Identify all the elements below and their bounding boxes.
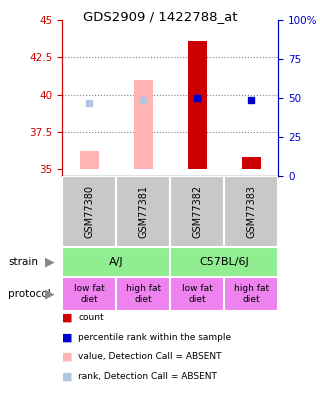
Text: GDS2909 / 1422788_at: GDS2909 / 1422788_at	[83, 10, 237, 23]
Text: GSM77383: GSM77383	[246, 185, 256, 238]
Bar	[188, 41, 207, 169]
Text: ■: ■	[62, 371, 73, 381]
Text: GSM77381: GSM77381	[139, 185, 148, 238]
Text: percentile rank within the sample: percentile rank within the sample	[78, 333, 232, 342]
Bar	[80, 151, 99, 169]
Bar	[171, 176, 224, 247]
Text: ■: ■	[62, 313, 73, 323]
Text: strain: strain	[8, 257, 38, 267]
Text: GSM77382: GSM77382	[192, 185, 203, 238]
Bar	[224, 176, 278, 247]
Text: count: count	[78, 313, 104, 322]
Text: C57BL/6J: C57BL/6J	[200, 257, 249, 267]
Bar	[224, 277, 278, 311]
Text: low fat
diet: low fat diet	[74, 284, 105, 303]
Bar	[116, 277, 171, 311]
Text: low fat
diet: low fat diet	[182, 284, 213, 303]
Text: high fat
diet: high fat diet	[234, 284, 269, 303]
Text: ▶: ▶	[45, 287, 54, 301]
Text: rank, Detection Call = ABSENT: rank, Detection Call = ABSENT	[78, 372, 217, 381]
Bar	[62, 247, 171, 277]
Text: ■: ■	[62, 333, 73, 342]
Text: value, Detection Call = ABSENT: value, Detection Call = ABSENT	[78, 352, 222, 361]
Text: A/J: A/J	[109, 257, 124, 267]
Bar	[116, 176, 171, 247]
Bar	[134, 80, 153, 169]
Bar	[171, 247, 278, 277]
Bar	[62, 277, 116, 311]
Text: high fat
diet: high fat diet	[126, 284, 161, 303]
Text: GSM77380: GSM77380	[84, 185, 94, 238]
Text: ■: ■	[62, 352, 73, 362]
Text: ▶: ▶	[45, 255, 54, 269]
Bar	[62, 176, 116, 247]
Bar	[171, 277, 224, 311]
Text: protocol: protocol	[8, 289, 51, 299]
Bar	[242, 157, 261, 169]
